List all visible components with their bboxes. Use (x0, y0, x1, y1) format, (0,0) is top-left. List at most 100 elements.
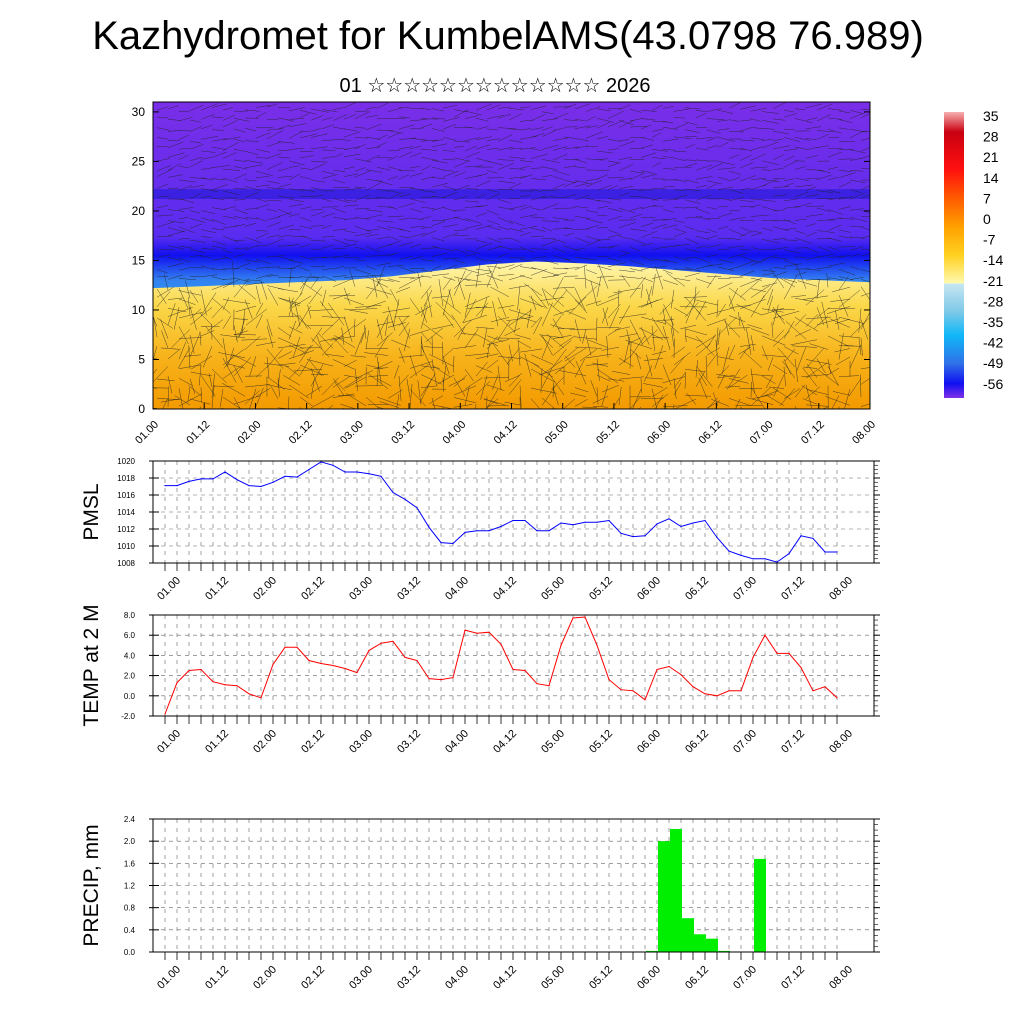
wind-vector (487, 339, 510, 345)
temp-point (236, 685, 238, 687)
wind-vector (816, 114, 831, 122)
wind-vector (783, 155, 795, 161)
temp-point (716, 695, 718, 697)
wind-vector (420, 118, 439, 120)
wind-vector (596, 118, 614, 123)
wind-vector (574, 118, 586, 122)
wind-vector (277, 377, 280, 397)
wind-vector (354, 318, 367, 328)
wind-vector (343, 308, 368, 314)
wind-vector (849, 110, 863, 114)
wind-vector (662, 217, 677, 221)
wind-vector (860, 185, 870, 191)
wind-vector (486, 189, 497, 192)
wind-vector (794, 256, 807, 259)
x-tick-label: 04.00 (443, 964, 471, 992)
wind-vector (728, 374, 748, 388)
temp-point (764, 634, 766, 636)
wind-vector (728, 276, 744, 278)
wind-vector (299, 195, 313, 198)
wind-vector (826, 367, 840, 377)
wind-vector (431, 245, 443, 250)
wind-vector (376, 278, 394, 282)
wind-vector (255, 285, 261, 305)
wind-vector (156, 205, 169, 209)
wind-vector (398, 322, 410, 336)
wind-vector (651, 128, 664, 132)
wind-vector (761, 227, 773, 231)
temp-point (416, 659, 418, 662)
wind-vector (492, 301, 499, 327)
wind-vector (332, 198, 350, 203)
wind-vector (464, 295, 490, 308)
wind-vector (519, 298, 546, 308)
chart-title: Kazhydromet for KumbelAMS(43.0798 76.989… (92, 14, 924, 58)
pmsl-point (308, 468, 310, 471)
wind-vector (849, 208, 864, 211)
wind-vector (838, 196, 854, 200)
wind-vector (453, 276, 471, 282)
wind-vector (409, 119, 428, 122)
wind-vector (805, 362, 828, 379)
wind-vector (438, 279, 444, 307)
x-tick-label: 07.00 (748, 419, 776, 447)
x-tick-label: 03.00 (347, 964, 375, 992)
wind-vector (783, 198, 799, 202)
pmsl-point (740, 554, 742, 557)
wind-vector (574, 336, 598, 340)
wind-vector (453, 184, 470, 191)
wind-vector (859, 374, 862, 397)
pmsl-point (440, 542, 442, 544)
wind-vector (255, 232, 270, 239)
wind-vector (596, 184, 612, 191)
pmsl-point (632, 536, 634, 538)
wind-vector (805, 316, 831, 320)
wind-vector (233, 262, 251, 270)
x-tick-label: 02.12 (299, 728, 327, 756)
wind-vector (321, 225, 332, 229)
wind-vector (673, 179, 687, 182)
wind-vector (442, 170, 460, 178)
wind-vector (715, 339, 719, 366)
wind-vector (530, 105, 547, 110)
wind-vector (475, 272, 492, 276)
wind-vector (442, 264, 458, 271)
pmsl-point (644, 535, 646, 537)
wind-vector (255, 302, 264, 316)
wind-vector (299, 256, 316, 261)
wind-vector (365, 114, 378, 118)
wind-vector (563, 207, 576, 209)
wind-vector (497, 356, 522, 359)
wind-vector (222, 348, 245, 366)
wind-vector (838, 119, 853, 123)
wind-vector (442, 347, 455, 359)
wind-vector (244, 140, 260, 142)
wind-vector (860, 113, 870, 118)
wind-vector (640, 243, 654, 247)
wind-vector (337, 394, 356, 397)
wind-vector (563, 246, 581, 252)
wind-vector (724, 320, 730, 336)
wind-vector (442, 224, 458, 228)
wind-vector (189, 239, 206, 243)
wind-vector (365, 300, 386, 309)
wind-vector (684, 369, 706, 372)
wind-vector (409, 329, 430, 336)
wind-vector (277, 362, 296, 366)
wind-vector (849, 112, 866, 119)
wind-vector (695, 176, 713, 180)
wind-vector (343, 316, 353, 342)
wind-vector (783, 321, 795, 339)
wind-vector (190, 371, 213, 377)
wind-vector (645, 377, 664, 380)
wind-vector (464, 224, 483, 229)
wind-vector (249, 355, 257, 377)
x-tick-label: 03.12 (389, 419, 417, 447)
wind-vector (530, 216, 545, 219)
wind-vector (391, 339, 411, 348)
wind-vector (673, 244, 690, 247)
wind-vector (585, 240, 600, 247)
wind-vector (321, 198, 333, 202)
wind-vector (750, 198, 764, 201)
wind-vector (807, 389, 829, 395)
